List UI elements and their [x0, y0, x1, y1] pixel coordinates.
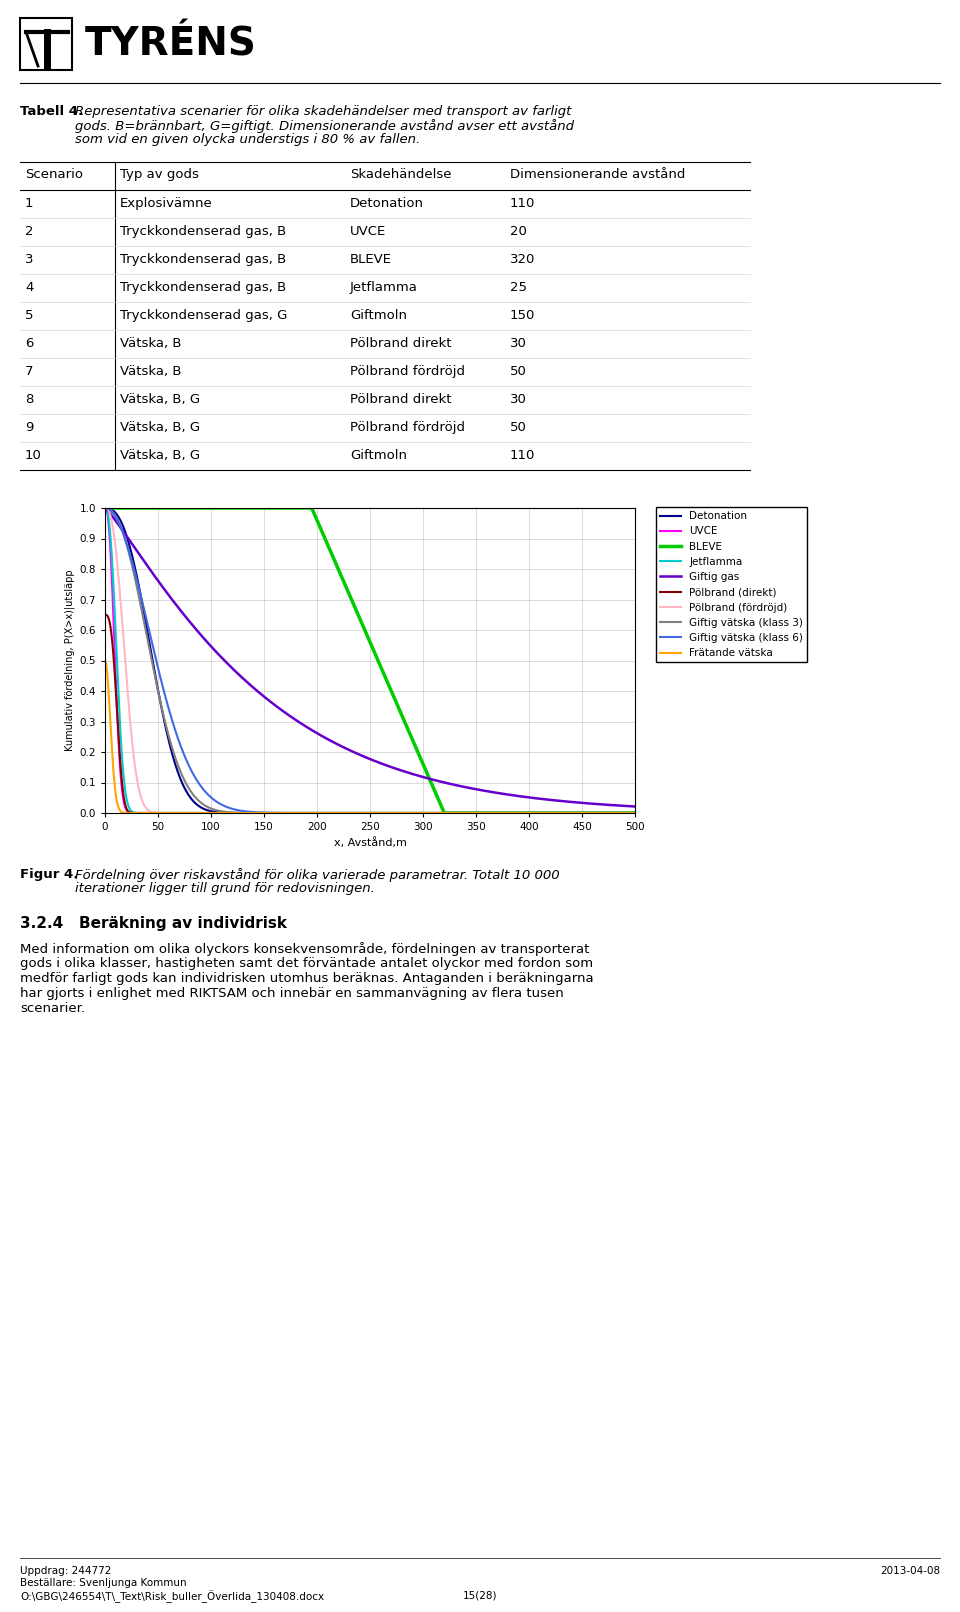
- Text: 3: 3: [25, 253, 34, 266]
- Text: 8: 8: [25, 393, 34, 406]
- Text: gods. B=brännbart, G=giftigt. Dimensionerande avstånd avser ett avstånd: gods. B=brännbart, G=giftigt. Dimensione…: [75, 119, 574, 132]
- Text: 110: 110: [510, 197, 536, 210]
- Y-axis label: Kumulativ fördelning, P(X>x)|utsläpp: Kumulativ fördelning, P(X>x)|utsläpp: [65, 569, 75, 751]
- Text: Vätska, B: Vätska, B: [120, 337, 181, 350]
- Text: 6: 6: [25, 337, 34, 350]
- Text: BLEVE: BLEVE: [350, 253, 392, 266]
- Text: Explosivämne: Explosivämne: [120, 197, 213, 210]
- Bar: [20, 18, 72, 69]
- Text: 4: 4: [25, 280, 34, 293]
- Text: 2: 2: [25, 226, 34, 239]
- Text: Vätska, B, G: Vätska, B, G: [120, 450, 200, 463]
- Text: 10: 10: [25, 450, 42, 463]
- Text: 9: 9: [25, 421, 34, 434]
- Text: Giftmoln: Giftmoln: [350, 450, 407, 463]
- Text: 3.2.4   Beräkning av individrisk: 3.2.4 Beräkning av individrisk: [20, 916, 287, 932]
- Text: Tabell 4.: Tabell 4.: [20, 105, 84, 118]
- Text: scenarier.: scenarier.: [20, 1003, 85, 1016]
- Text: 2013-04-08: 2013-04-08: [880, 1565, 940, 1577]
- Text: Giftmoln: Giftmoln: [350, 310, 407, 322]
- Text: Pölbrand fördröjd: Pölbrand fördröjd: [350, 421, 465, 434]
- Text: har gjorts i enlighet med RIKTSAM och innebär en sammanvägning av flera tusen: har gjorts i enlighet med RIKTSAM och in…: [20, 987, 564, 999]
- Text: 25: 25: [510, 280, 527, 293]
- Text: Figur 4.: Figur 4.: [20, 867, 79, 882]
- Text: iterationer ligger till grund för redovisningen.: iterationer ligger till grund för redovi…: [75, 882, 374, 895]
- Text: 30: 30: [510, 337, 527, 350]
- Text: 1: 1: [25, 197, 34, 210]
- Text: Skadehändelse: Skadehändelse: [350, 168, 451, 181]
- Text: 50: 50: [510, 364, 527, 377]
- Text: Pölbrand direkt: Pölbrand direkt: [350, 393, 451, 406]
- Text: som vid en given olycka understigs i 80 % av fallen.: som vid en given olycka understigs i 80 …: [75, 134, 420, 147]
- Text: Jetflamma: Jetflamma: [350, 280, 418, 293]
- Text: Tryckkondenserad gas, B: Tryckkondenserad gas, B: [120, 226, 286, 239]
- Text: medför farligt gods kan individrisken utomhus beräknas. Antaganden i beräkningar: medför farligt gods kan individrisken ut…: [20, 972, 593, 985]
- Text: 30: 30: [510, 393, 527, 406]
- Text: Tryckkondenserad gas, B: Tryckkondenserad gas, B: [120, 280, 286, 293]
- Text: 20: 20: [510, 226, 527, 239]
- Text: Typ av gods: Typ av gods: [120, 168, 199, 181]
- Text: 320: 320: [510, 253, 536, 266]
- Text: UVCE: UVCE: [350, 226, 386, 239]
- Text: Dimensionerande avstånd: Dimensionerande avstånd: [510, 168, 685, 181]
- Text: 110: 110: [510, 450, 536, 463]
- Text: Beställare: Svenljunga Kommun: Beställare: Svenljunga Kommun: [20, 1578, 186, 1588]
- Text: TYRÉNS: TYRÉNS: [85, 26, 257, 64]
- Legend: Detonation, UVCE, BLEVE, Jetflamma, Giftig gas, Pölbrand (direkt), Pölbrand (för: Detonation, UVCE, BLEVE, Jetflamma, Gift…: [656, 508, 807, 663]
- Text: 50: 50: [510, 421, 527, 434]
- Text: Detonation: Detonation: [350, 197, 424, 210]
- Text: 5: 5: [25, 310, 34, 322]
- Text: 15(28): 15(28): [463, 1589, 497, 1601]
- Text: Pölbrand direkt: Pölbrand direkt: [350, 337, 451, 350]
- Text: O:\GBG\246554\T\_Text\Risk_buller_Överlida_130408.docx: O:\GBG\246554\T\_Text\Risk_buller_Överli…: [20, 1589, 324, 1602]
- Text: Vätska, B, G: Vätska, B, G: [120, 421, 200, 434]
- Text: Vätska, B: Vätska, B: [120, 364, 181, 377]
- Text: Vätska, B, G: Vätska, B, G: [120, 393, 200, 406]
- Text: Tryckkondenserad gas, B: Tryckkondenserad gas, B: [120, 253, 286, 266]
- Text: Med information om olika olyckors konsekvensområde, fördelningen av transportera: Med information om olika olyckors konsek…: [20, 941, 589, 956]
- Text: 7: 7: [25, 364, 34, 377]
- Text: Representativa scenarier för olika skadehändelser med transport av farligt: Representativa scenarier för olika skade…: [75, 105, 571, 118]
- Text: gods i olika klasser, hastigheten samt det förväntade antalet olyckor med fordon: gods i olika klasser, hastigheten samt d…: [20, 958, 593, 970]
- Text: Scenario: Scenario: [25, 168, 83, 181]
- X-axis label: x, Avstånd,m: x, Avstånd,m: [333, 838, 406, 848]
- Text: Fördelning över riskavstånd för olika varierade parametrar. Totalt 10 000: Fördelning över riskavstånd för olika va…: [75, 867, 560, 882]
- Text: Pölbrand fördröjd: Pölbrand fördröjd: [350, 364, 465, 377]
- Text: Uppdrag: 244772: Uppdrag: 244772: [20, 1565, 111, 1577]
- Text: Tryckkondenserad gas, G: Tryckkondenserad gas, G: [120, 310, 287, 322]
- Text: 150: 150: [510, 310, 536, 322]
